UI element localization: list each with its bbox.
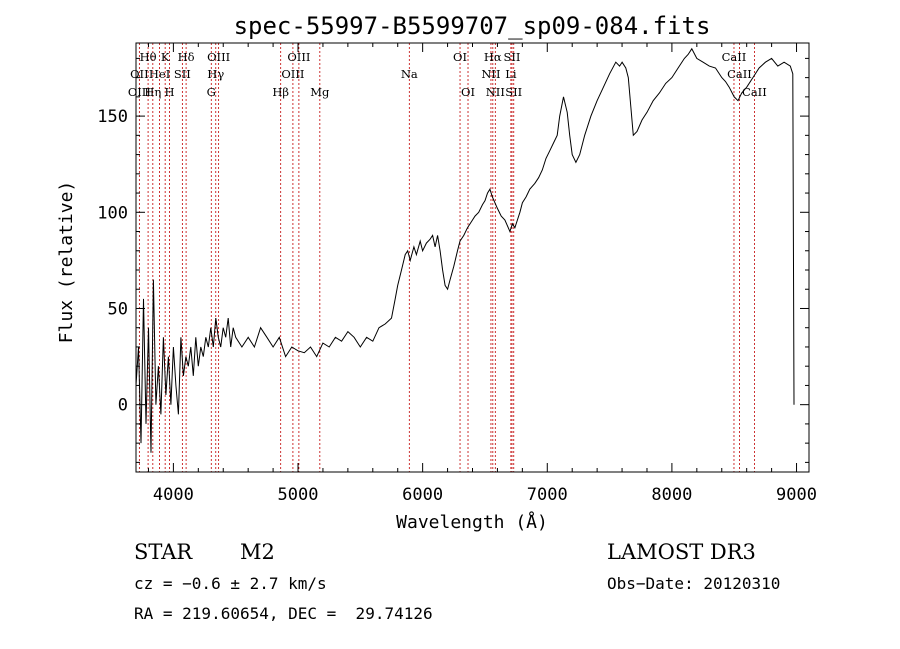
y-tick-label: 150 [97, 107, 128, 127]
line-marker-label: OII [130, 67, 149, 81]
y-axis-ticks: 0 50 100 150 [97, 57, 809, 463]
line-marker-label: NII [481, 67, 500, 81]
x-tick-label: 5000 [278, 485, 319, 505]
object-subclass: M2 [240, 540, 275, 564]
line-marker-label: OIII [287, 50, 310, 64]
observation-date: Obs−Date: 20120310 [607, 574, 781, 593]
line-markers [138, 43, 755, 472]
object-type: STAR [134, 540, 193, 564]
line-marker-label: Hγ [207, 67, 224, 81]
line-marker-label: CaII [742, 85, 767, 99]
line-marker-label: Na [401, 67, 418, 81]
x-tick-label: 4000 [153, 485, 194, 505]
spectrum-line [135, 47, 795, 453]
line-marker-label: OIII [207, 50, 230, 64]
line-marker-label: OIII [281, 67, 304, 81]
plot-frame [135, 42, 810, 473]
chart-title: spec-55997-B5599707_sp09-084.fits [234, 12, 711, 40]
line-marker-label: OI [461, 85, 475, 99]
line-marker-label: Hη [144, 85, 161, 99]
line-marker-label: CaII [722, 50, 747, 64]
coordinates: RA = 219.60654, DEC = 29.74126 [134, 604, 433, 623]
line-marker-label: Hβ [272, 85, 289, 99]
y-tick-label: 100 [97, 203, 128, 223]
line-marker-label: SII [505, 85, 522, 99]
survey-name: LAMOST DR3 [607, 540, 756, 564]
line-marker-label: Li [505, 67, 517, 81]
redshift-velocity: cz = −0.6 ± 2.7 km/s [134, 574, 327, 593]
line-marker-label: Hθ [140, 50, 157, 64]
line-marker-label: OI [453, 50, 467, 64]
line-marker-label: HeI [149, 67, 170, 81]
x-tick-label: 8000 [651, 485, 692, 505]
x-axis-ticks: 4000 5000 6000 7000 8000 9000 [147, 43, 817, 505]
line-marker-label: K [161, 50, 170, 64]
line-marker-label: SII [174, 67, 191, 81]
y-tick-label: 50 [108, 299, 128, 319]
line-marker-label: SII [504, 50, 521, 64]
line-marker-label: NII [486, 85, 505, 99]
line-marker-label: G [207, 85, 216, 99]
line-marker-label: Mg [310, 85, 330, 99]
x-axis-label: Wavelength (Å) [396, 511, 548, 533]
line-marker-label: H [165, 85, 175, 99]
x-tick-label: 9000 [776, 485, 817, 505]
x-tick-label: 7000 [527, 485, 568, 505]
line-marker-label: OIII [128, 85, 151, 99]
line-marker-label: Hδ [178, 50, 195, 64]
x-tick-label: 6000 [402, 485, 443, 505]
y-tick-label: 0 [118, 396, 128, 416]
line-marker-label: Hα [484, 50, 502, 64]
y-axis-label: Flux (relative) [56, 181, 77, 344]
line-marker-label: CaII [727, 67, 752, 81]
